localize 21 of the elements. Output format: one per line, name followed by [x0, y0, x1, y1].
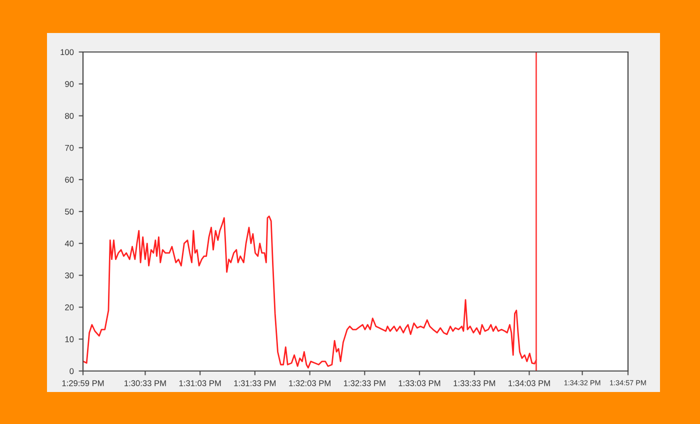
y-tick-label: 80 — [65, 113, 74, 119]
x-tick-label: 1:29:59 PM — [62, 380, 104, 386]
x-tick-label: 1:31:33 PM — [234, 380, 276, 386]
y-tick-label: 90 — [65, 81, 74, 87]
y-tick-label: 30 — [65, 272, 74, 278]
x-tick-label: 1:32:33 PM — [344, 380, 386, 386]
x-tick-label: 1:34:03 PM — [508, 380, 550, 386]
y-tick-label: 100 — [60, 49, 74, 56]
y-tick-label: 10 — [65, 336, 74, 342]
x-tick-label: 1:33:03 PM — [398, 380, 440, 386]
x-tick-label: 1:33:33 PM — [454, 380, 496, 386]
y-tick-label: 0 — [70, 368, 74, 374]
y-tick-label: 70 — [65, 144, 74, 151]
line-series — [83, 216, 537, 369]
x-tick-label: 1:32:03 PM — [289, 380, 330, 386]
y-tick-label: 20 — [65, 304, 74, 310]
x-tick-label: 1:31:03 PM — [179, 380, 221, 386]
y-tick-label: 60 — [65, 176, 74, 183]
x-tick-label: 1:30:33 PM — [124, 380, 166, 386]
y-tick-label: 50 — [65, 208, 74, 215]
y-tick-label: 40 — [64, 240, 74, 246]
